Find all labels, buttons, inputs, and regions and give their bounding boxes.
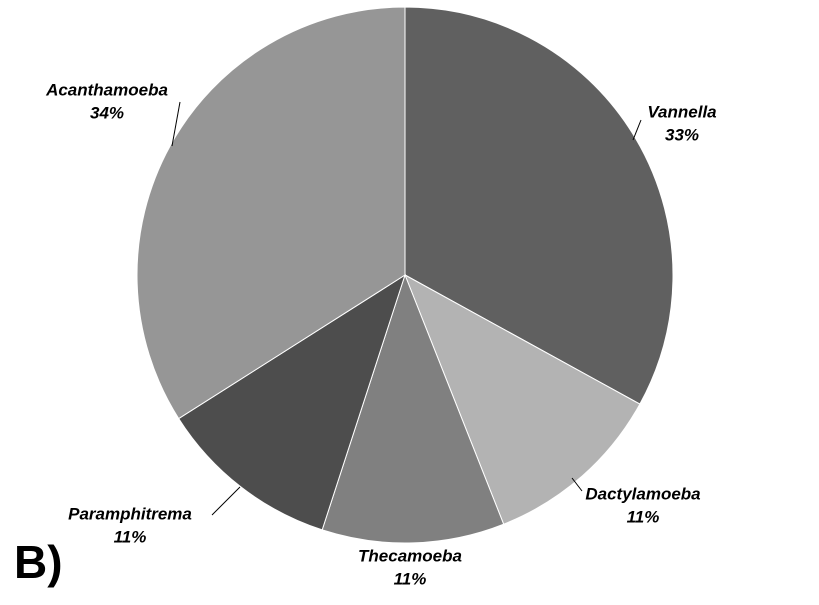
pie-slice: [178, 273, 406, 531]
slice-value-label: 11%: [114, 527, 147, 546]
panel-label: B): [14, 536, 63, 588]
pie-slice: [404, 6, 674, 405]
slice-label: Dactylamoeba: [585, 484, 700, 503]
leader-line: [571, 477, 583, 492]
leader-line: [211, 486, 241, 516]
leader-line: [171, 101, 181, 147]
leader-line: [632, 119, 642, 141]
slice-label: Acanthamoeba: [45, 80, 168, 99]
pie-slice: [321, 273, 505, 544]
slice-value-label: 11%: [627, 507, 660, 526]
pie-slice: [136, 6, 406, 420]
slice-value-label: 33%: [665, 125, 699, 144]
slice-label: Paramphitrema: [68, 504, 192, 523]
slice-label: Thecamoeba: [358, 546, 462, 565]
slice-label: Vannella: [647, 102, 716, 121]
slice-value-label: 34%: [90, 103, 124, 122]
slice-value-label: 11%: [394, 569, 427, 588]
pie-slice: [404, 273, 641, 525]
